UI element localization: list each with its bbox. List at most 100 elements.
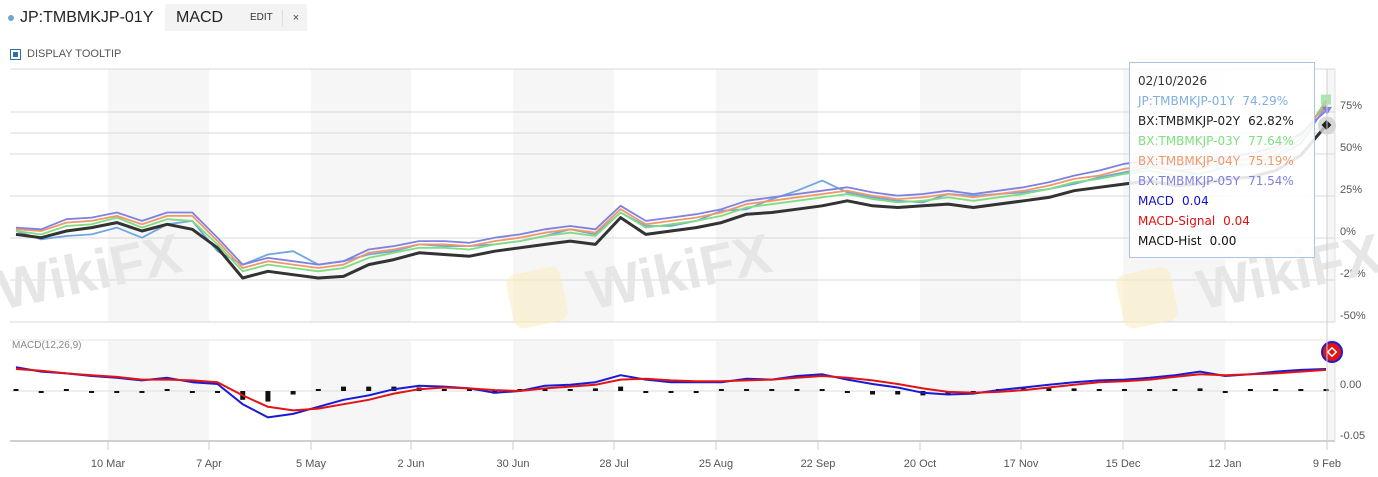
macd-panel-title: MACD(12,26,9) xyxy=(12,340,82,351)
hist-bar xyxy=(215,391,221,393)
hist-bar xyxy=(1222,391,1228,393)
tooltip-row-value: 0.04 xyxy=(1223,214,1250,228)
series-line xyxy=(15,104,1327,269)
tooltip-row: BX:TMBMKJP-04Y 75.19% xyxy=(1138,151,1306,171)
hist-bar xyxy=(1096,389,1102,391)
tooltip-row-label: MACD xyxy=(1138,194,1174,208)
hist-bar xyxy=(1247,389,1253,391)
x-axis-label: 12 Jan xyxy=(1208,458,1241,470)
hist-bar xyxy=(290,391,296,395)
hist-bar xyxy=(13,389,19,391)
tooltip-row-value: 77.64% xyxy=(1248,134,1294,148)
tooltip-row-label: JP:TMBMKJP-01Y xyxy=(1138,94,1235,108)
tooltip-row-value: 74.29% xyxy=(1242,94,1289,108)
hist-bar xyxy=(794,389,800,391)
edit-indicator-button[interactable]: EDIT xyxy=(250,9,283,26)
indicator-name: MACD xyxy=(176,8,224,26)
hist-bar xyxy=(870,391,876,395)
tooltip-row: BX:TMBMKJP-02Y 62.82% xyxy=(1138,111,1306,131)
top-bar: JP:TMBMKJP-01Y MACD EDIT × xyxy=(0,0,1378,34)
close-icon[interactable]: × xyxy=(292,11,300,24)
tooltip-row-label: MACD-Hist xyxy=(1138,234,1202,248)
macd-line xyxy=(15,366,1327,419)
series-color-dot-icon xyxy=(8,15,14,21)
hist-bar xyxy=(1147,389,1153,391)
hist-bar xyxy=(1197,388,1203,391)
hist-bar xyxy=(618,386,624,391)
hist-bar xyxy=(844,391,850,393)
display-tooltip-label: DISPLAY TOOLTIP xyxy=(27,48,122,60)
tooltip-row: BX:TMBMKJP-05Y 71.54% xyxy=(1138,171,1306,191)
hist-bar xyxy=(114,391,120,393)
x-axis-label: 28 Jul xyxy=(599,458,628,470)
tooltip-row-label: MACD-Signal xyxy=(1138,214,1216,228)
checkbox-checked-icon[interactable] xyxy=(10,48,21,60)
hist-bar xyxy=(315,389,321,391)
hist-bar xyxy=(744,389,750,391)
hist-bar xyxy=(718,389,724,391)
x-axis-label: 30 Jun xyxy=(496,458,529,470)
x-axis-label: 17 Nov xyxy=(1004,458,1039,470)
hist-bar xyxy=(769,389,775,391)
series-name: JP:TMBMKJP-01Y xyxy=(20,9,154,26)
hist-bar xyxy=(341,386,346,391)
tooltip-row: MACD-Hist 0.00 xyxy=(1138,231,1306,251)
macd-y-axis-label: -0.05 xyxy=(1340,430,1365,442)
hist-bar xyxy=(1121,389,1127,391)
hist-bar xyxy=(693,391,699,393)
hist-bar xyxy=(1071,388,1077,391)
y-axis-label: -50% xyxy=(1340,310,1366,322)
tooltip-row-value: 0.04 xyxy=(1181,194,1209,208)
hist-bar xyxy=(542,388,548,391)
tooltip-row-value: 75.19% xyxy=(1248,154,1294,168)
display-tooltip-toggle[interactable]: DISPLAY TOOLTIP xyxy=(10,48,121,60)
x-axis-label: 22 Sep xyxy=(801,458,836,470)
tooltip-row-label: BX:TMBMKJP-05Y xyxy=(1138,174,1241,188)
tooltip-row-value: 0.00 xyxy=(1209,234,1237,248)
y-axis-label: 0% xyxy=(1340,226,1356,238)
hist-bar xyxy=(441,389,447,391)
hist-bar xyxy=(139,391,145,393)
hist-bar xyxy=(819,389,825,391)
tooltip-row: MACD 0.04 xyxy=(1138,191,1306,211)
y-axis-label: 50% xyxy=(1340,142,1362,154)
hist-bar xyxy=(1273,389,1279,391)
hist-bar xyxy=(89,391,95,393)
y-axis-label: -25% xyxy=(1340,268,1366,280)
x-axis-label: 5 May xyxy=(296,458,326,470)
y-axis-label: 25% xyxy=(1340,184,1362,196)
hist-bar xyxy=(1323,389,1329,391)
tooltip-row-value: 62.82% xyxy=(1248,114,1294,128)
series-line xyxy=(15,124,1328,280)
tooltip-row-label: BX:TMBMKJP-02Y xyxy=(1138,114,1241,128)
hist-bar xyxy=(668,391,674,393)
x-axis-label: 9 Feb xyxy=(1313,458,1341,470)
tooltip-row-value: 71.54% xyxy=(1248,174,1294,188)
indicator-tab[interactable]: MACD EDIT × xyxy=(165,4,307,31)
hist-bar xyxy=(592,388,598,391)
tooltip-row: JP:TMBMKJP-01Y 74.29% xyxy=(1138,91,1306,111)
hist-bar xyxy=(567,389,573,391)
hist-bar xyxy=(895,391,901,395)
hist-bar xyxy=(38,391,44,393)
macd-y-axis-label: 0.00 xyxy=(1340,379,1361,391)
x-axis-label: 2 Jun xyxy=(398,458,425,470)
series-line xyxy=(15,110,1327,266)
chart-tooltip: 02/10/2026 JP:TMBMKJP-01Y 74.29% BX:TMBMKJ… xyxy=(1129,62,1315,258)
hist-bar xyxy=(265,391,271,402)
tooltip-date: 02/10/2026 xyxy=(1138,74,1208,88)
hist-bar xyxy=(1172,389,1178,391)
hist-bar xyxy=(189,391,195,393)
hist-bar xyxy=(466,389,472,391)
x-axis-label: 10 Mar xyxy=(91,458,126,470)
series-tab[interactable]: JP:TMBMKJP-01Y xyxy=(8,6,153,30)
x-axis-label: 7 Apr xyxy=(196,458,222,470)
hist-bar xyxy=(63,389,69,391)
hist-bar xyxy=(1046,388,1052,391)
series-line xyxy=(15,100,1327,273)
hist-bar xyxy=(366,386,372,391)
macd-line xyxy=(15,368,1327,412)
x-axis-label: 20 Oct xyxy=(904,458,936,470)
x-axis-label: 25 Aug xyxy=(699,458,733,470)
